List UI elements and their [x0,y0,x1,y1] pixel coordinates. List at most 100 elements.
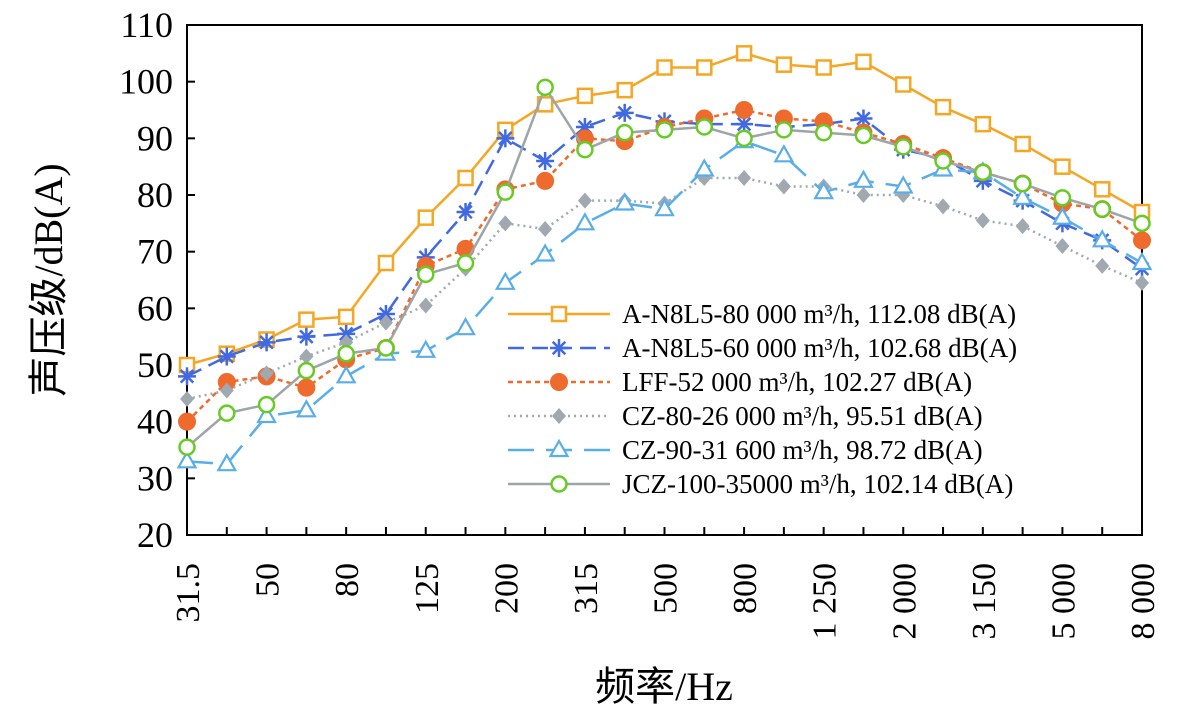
data-point [1095,257,1110,274]
data-point [1052,206,1073,225]
data-point [337,308,355,326]
data-point [415,339,437,358]
data-point [735,101,754,119]
legend-label: LFF-52 000 m³/h, 102.27 dB(A) [622,367,972,397]
data-point [297,361,316,380]
legend-item: A-N8L5-80 000 m³/h, 112.08 dB(A) [508,299,1016,329]
data-point [494,271,516,290]
x-tick-label: 8 000 [1125,563,1162,640]
data-point [654,197,675,217]
data-point [854,109,873,128]
data-point [974,163,992,182]
data-point [775,121,793,139]
x-tick-label: 80 [329,563,366,597]
y-tick-label: 110 [120,5,173,45]
data-point [854,126,873,145]
data-point [813,180,835,200]
data-point [335,365,357,384]
series-6 [178,78,1151,456]
data-point [536,152,555,170]
data-point [814,123,833,142]
data-point [576,140,594,159]
data-point [1015,218,1030,235]
data-point [417,265,435,284]
data-point [337,344,355,363]
data-point [895,76,912,93]
data-point [550,475,568,493]
y-tick-label: 50 [137,345,173,385]
x-tick-label: 800 [727,563,764,614]
data-point [219,382,234,399]
x-tick-label: 500 [648,563,685,614]
data-point [337,324,356,343]
data-point [257,333,276,352]
data-point [934,98,952,116]
data-point [776,178,791,195]
data-point [1013,174,1032,193]
data-point [377,254,395,272]
data-point [773,144,795,163]
data-point [297,378,316,397]
legend-item: JCZ-100-35000 m³/h, 102.14 dB(A) [508,469,1013,499]
legend-background [500,293,1140,515]
data-point [456,254,475,272]
data-point [550,339,568,357]
data-point [1133,231,1151,250]
data-point [418,297,433,314]
data-point [550,305,568,323]
legend-item: CZ-90-31 600 m³/h, 98.72 dB(A) [508,435,983,465]
data-point [614,192,636,211]
data-point [855,53,872,71]
data-point [695,118,714,136]
data-point [1131,251,1153,271]
data-point [853,169,874,188]
data-point [538,221,553,237]
data-point [616,81,633,99]
x-tick-label: 1 250 [807,563,844,640]
data-point [176,450,198,469]
x-tick-label: 200 [488,563,525,614]
data-point [615,123,634,142]
x-tick-label: 5 000 [1045,563,1082,640]
data-point [178,367,196,386]
legend-item: LFF-52 000 m³/h, 102.27 dB(A) [508,367,972,397]
legend-label: CZ-80-26 000 m³/h, 95.51 dB(A) [622,401,983,431]
legend-label: JCZ-100-35000 m³/h, 102.14 dB(A) [622,469,1013,499]
data-point [178,412,196,431]
data-point [180,391,194,407]
data-point [775,56,793,73]
data-point [574,212,596,231]
data-point [217,347,236,366]
data-point [536,78,554,97]
data-point [455,316,476,336]
data-point [216,452,238,472]
legend-item: A-N8L5-60 000 m³/h, 102.68 dB(A) [508,333,1017,363]
data-point [696,59,713,76]
data-point [892,175,914,194]
data-point [552,408,566,424]
data-point [534,243,556,262]
data-point [548,438,570,458]
data-point [894,138,912,156]
data-point [257,395,276,414]
x-tick-label: 315 [568,563,605,614]
y-tick-label: 60 [137,288,173,328]
data-point [377,339,395,357]
data-point [456,203,475,221]
data-point [1133,214,1151,233]
data-point [1093,200,1111,218]
data-point [693,158,715,177]
series-1 [178,45,1151,374]
data-point [256,404,277,424]
data-point [496,129,515,148]
y-tick-label: 100 [119,62,173,102]
data-point [1093,181,1111,198]
data-point [656,59,673,76]
x-axis-title: 频率/Hz [595,664,733,709]
data-point [1055,238,1070,254]
data-point [974,115,992,133]
data-point [615,103,634,122]
data-point [735,129,753,148]
